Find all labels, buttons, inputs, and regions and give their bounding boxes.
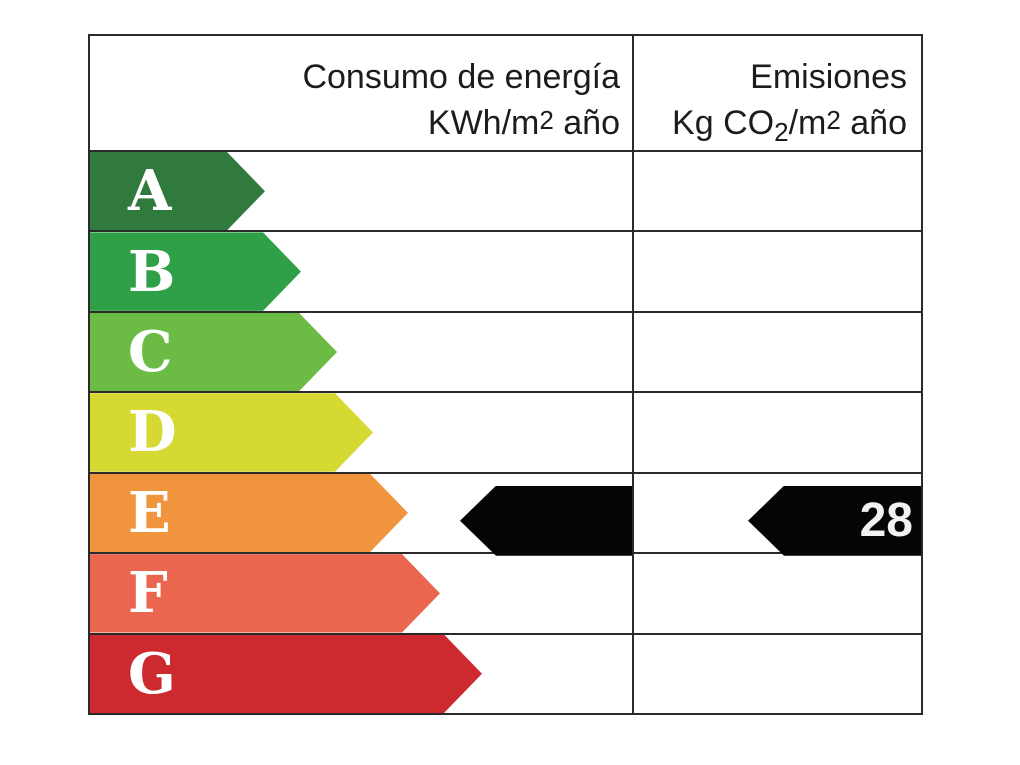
rating-letter-b: B (128, 238, 176, 305)
emissions-header-line1: Emisiones (750, 58, 907, 96)
emissions-unit-mid: /m (788, 104, 827, 142)
consumption-marker-arrow (460, 485, 632, 556)
emissions-unit-exponent: 2 (826, 105, 841, 135)
consumption-unit-prefix: KWh/m (427, 104, 540, 142)
rating-arrow-f: F (90, 554, 440, 632)
rating-table: Consumo de energía KWh/m2 año Emisiones … (88, 34, 923, 715)
rating-letter-g: G (128, 640, 176, 707)
consumption-unit-suffix: año (553, 104, 620, 142)
rating-letter-a: A (128, 158, 172, 225)
consumption-header-line2: KWh/m2 año (90, 99, 620, 145)
consumption-header-line1: Consumo de energía (302, 58, 620, 96)
rating-row-a: A (90, 152, 921, 230)
rating-arrow-g: G (90, 635, 482, 713)
consumption-column-header: Consumo de energía KWh/m2 año (90, 36, 632, 150)
rating-row-g: G (90, 632, 921, 713)
rating-arrow-a: A (90, 152, 265, 230)
rating-letter-f: F (128, 560, 168, 627)
emissions-value: 28 (859, 493, 913, 547)
rating-arrow-d: D (90, 393, 373, 471)
rating-row-b: B (90, 230, 921, 310)
table-header: Consumo de energía KWh/m2 año Emisiones … (90, 36, 921, 152)
rating-row-c: C (90, 310, 921, 391)
rating-row-e: E 28 (90, 471, 921, 556)
rating-letter-d: D (128, 399, 177, 466)
rating-row-f: F (90, 552, 921, 632)
emissions-unit-prefix: Kg CO (672, 104, 775, 142)
emissions-unit-subscript: 2 (774, 117, 789, 147)
consumption-unit-exponent: 2 (539, 105, 554, 135)
rating-rows: A B C D E 28 F G (90, 152, 921, 713)
column-divider (632, 36, 634, 713)
rating-arrow-c: C (90, 313, 337, 391)
rating-arrow-b: B (90, 232, 301, 310)
rating-letter-e: E (128, 479, 171, 546)
rating-arrow-e: E (90, 474, 408, 552)
rating-row-d: D (90, 391, 921, 471)
emissions-unit-suffix: año (840, 104, 907, 142)
emissions-column-header: Emisiones Kg CO2/m2 año (632, 36, 921, 150)
emissions-marker-arrow: 28 (748, 485, 921, 556)
emissions-header-line2: Kg CO2/m2 año (632, 99, 907, 154)
rating-letter-c: C (128, 319, 173, 386)
